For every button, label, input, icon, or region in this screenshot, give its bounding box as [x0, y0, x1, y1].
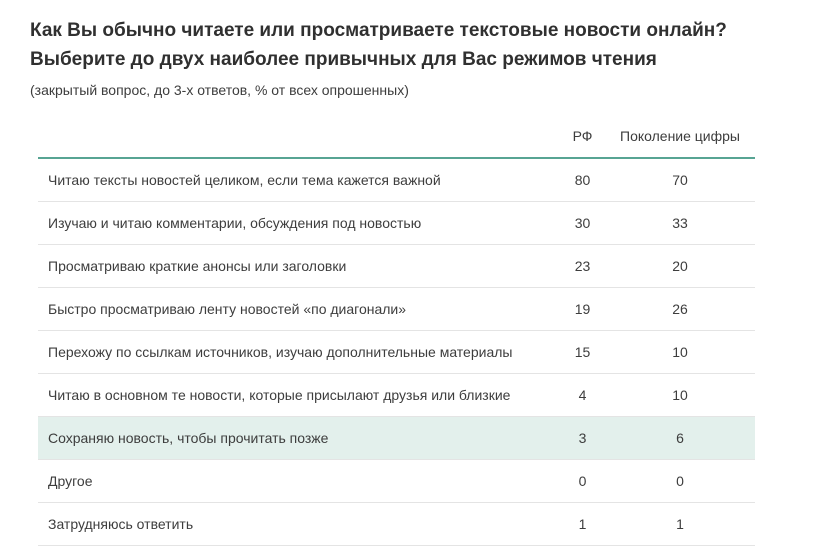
row-label: Другое [48, 472, 93, 489]
rf-value: 15 [574, 343, 591, 360]
generation-value: 70 [672, 171, 688, 188]
row-label: Читаю в основном те новости, которые при… [48, 386, 511, 403]
page-subtitle: (закрытый вопрос, до 3-х ответов, % от в… [30, 81, 409, 98]
table-body: Читаю тексты новостей целиком, если тема… [38, 158, 755, 546]
row-label: Просматриваю краткие анонсы или заголовк… [48, 257, 347, 274]
page-title: Как Вы обычно читаете или просматриваете… [30, 16, 804, 75]
generation-value: 10 [672, 343, 688, 360]
table-row: Перехожу по ссылкам источников, изучаю д… [38, 330, 755, 374]
generation-value: 0 [676, 472, 684, 489]
generation-value: 33 [672, 214, 688, 231]
column-header-rf: РФ [572, 127, 593, 144]
generation-value: 10 [672, 386, 688, 403]
generation-value: 20 [672, 257, 688, 274]
rf-value: 0 [578, 472, 587, 489]
rf-value: 80 [574, 171, 591, 188]
table-row: Затрудняюсь ответить 1 1 [38, 502, 755, 546]
generation-value: 26 [672, 300, 688, 317]
generation-value: 6 [676, 429, 684, 446]
column-header-generation: Поколение цифры [620, 127, 740, 144]
table-row: Просматриваю краткие анонсы или заголовк… [38, 244, 755, 288]
rf-value: 4 [578, 386, 587, 403]
rf-value: 30 [574, 214, 591, 231]
page-title-line1: Как Вы обычно читаете или просматриваете… [30, 20, 727, 41]
table-row: Другое 0 0 [38, 459, 755, 503]
table-row: Быстро просматриваю ленту новостей «по д… [38, 287, 755, 331]
page-title-line2: Выберите до двух наиболее привычных для … [30, 49, 657, 71]
table-row: Изучаю и читаю комментарии, обсуждения п… [38, 201, 755, 245]
row-label: Перехожу по ссылкам источников, изучаю д… [48, 343, 513, 360]
table-row: Читаю в основном те новости, которые при… [38, 373, 755, 417]
row-label: Сохраняю новость, чтобы прочитать позже [48, 429, 329, 446]
rf-value: 23 [574, 257, 591, 274]
row-label: Читаю тексты новостей целиком, если тема… [48, 171, 441, 188]
rf-value: 1 [578, 515, 587, 532]
rf-value: 3 [578, 429, 587, 446]
table-header: РФ Поколение цифры [38, 118, 755, 158]
table-row: Читаю тексты новостей целиком, если тема… [38, 158, 755, 202]
rf-value: 19 [574, 300, 591, 317]
generation-value: 1 [676, 515, 684, 532]
row-label: Затрудняюсь ответить [48, 515, 194, 532]
table-row-highlighted: Сохраняю новость, чтобы прочитать позже … [38, 416, 755, 460]
column-header-empty [38, 118, 560, 158]
survey-results-table: РФ Поколение цифры Читаю тексты новостей… [38, 118, 755, 546]
table-header-row: РФ Поколение цифры [38, 118, 755, 158]
survey-report-page: Как Вы обычно читаете или просматриваете… [30, 16, 804, 546]
row-label: Быстро просматриваю ленту новостей «по д… [48, 300, 407, 317]
row-label: Изучаю и читаю комментарии, обсуждения п… [48, 214, 422, 231]
